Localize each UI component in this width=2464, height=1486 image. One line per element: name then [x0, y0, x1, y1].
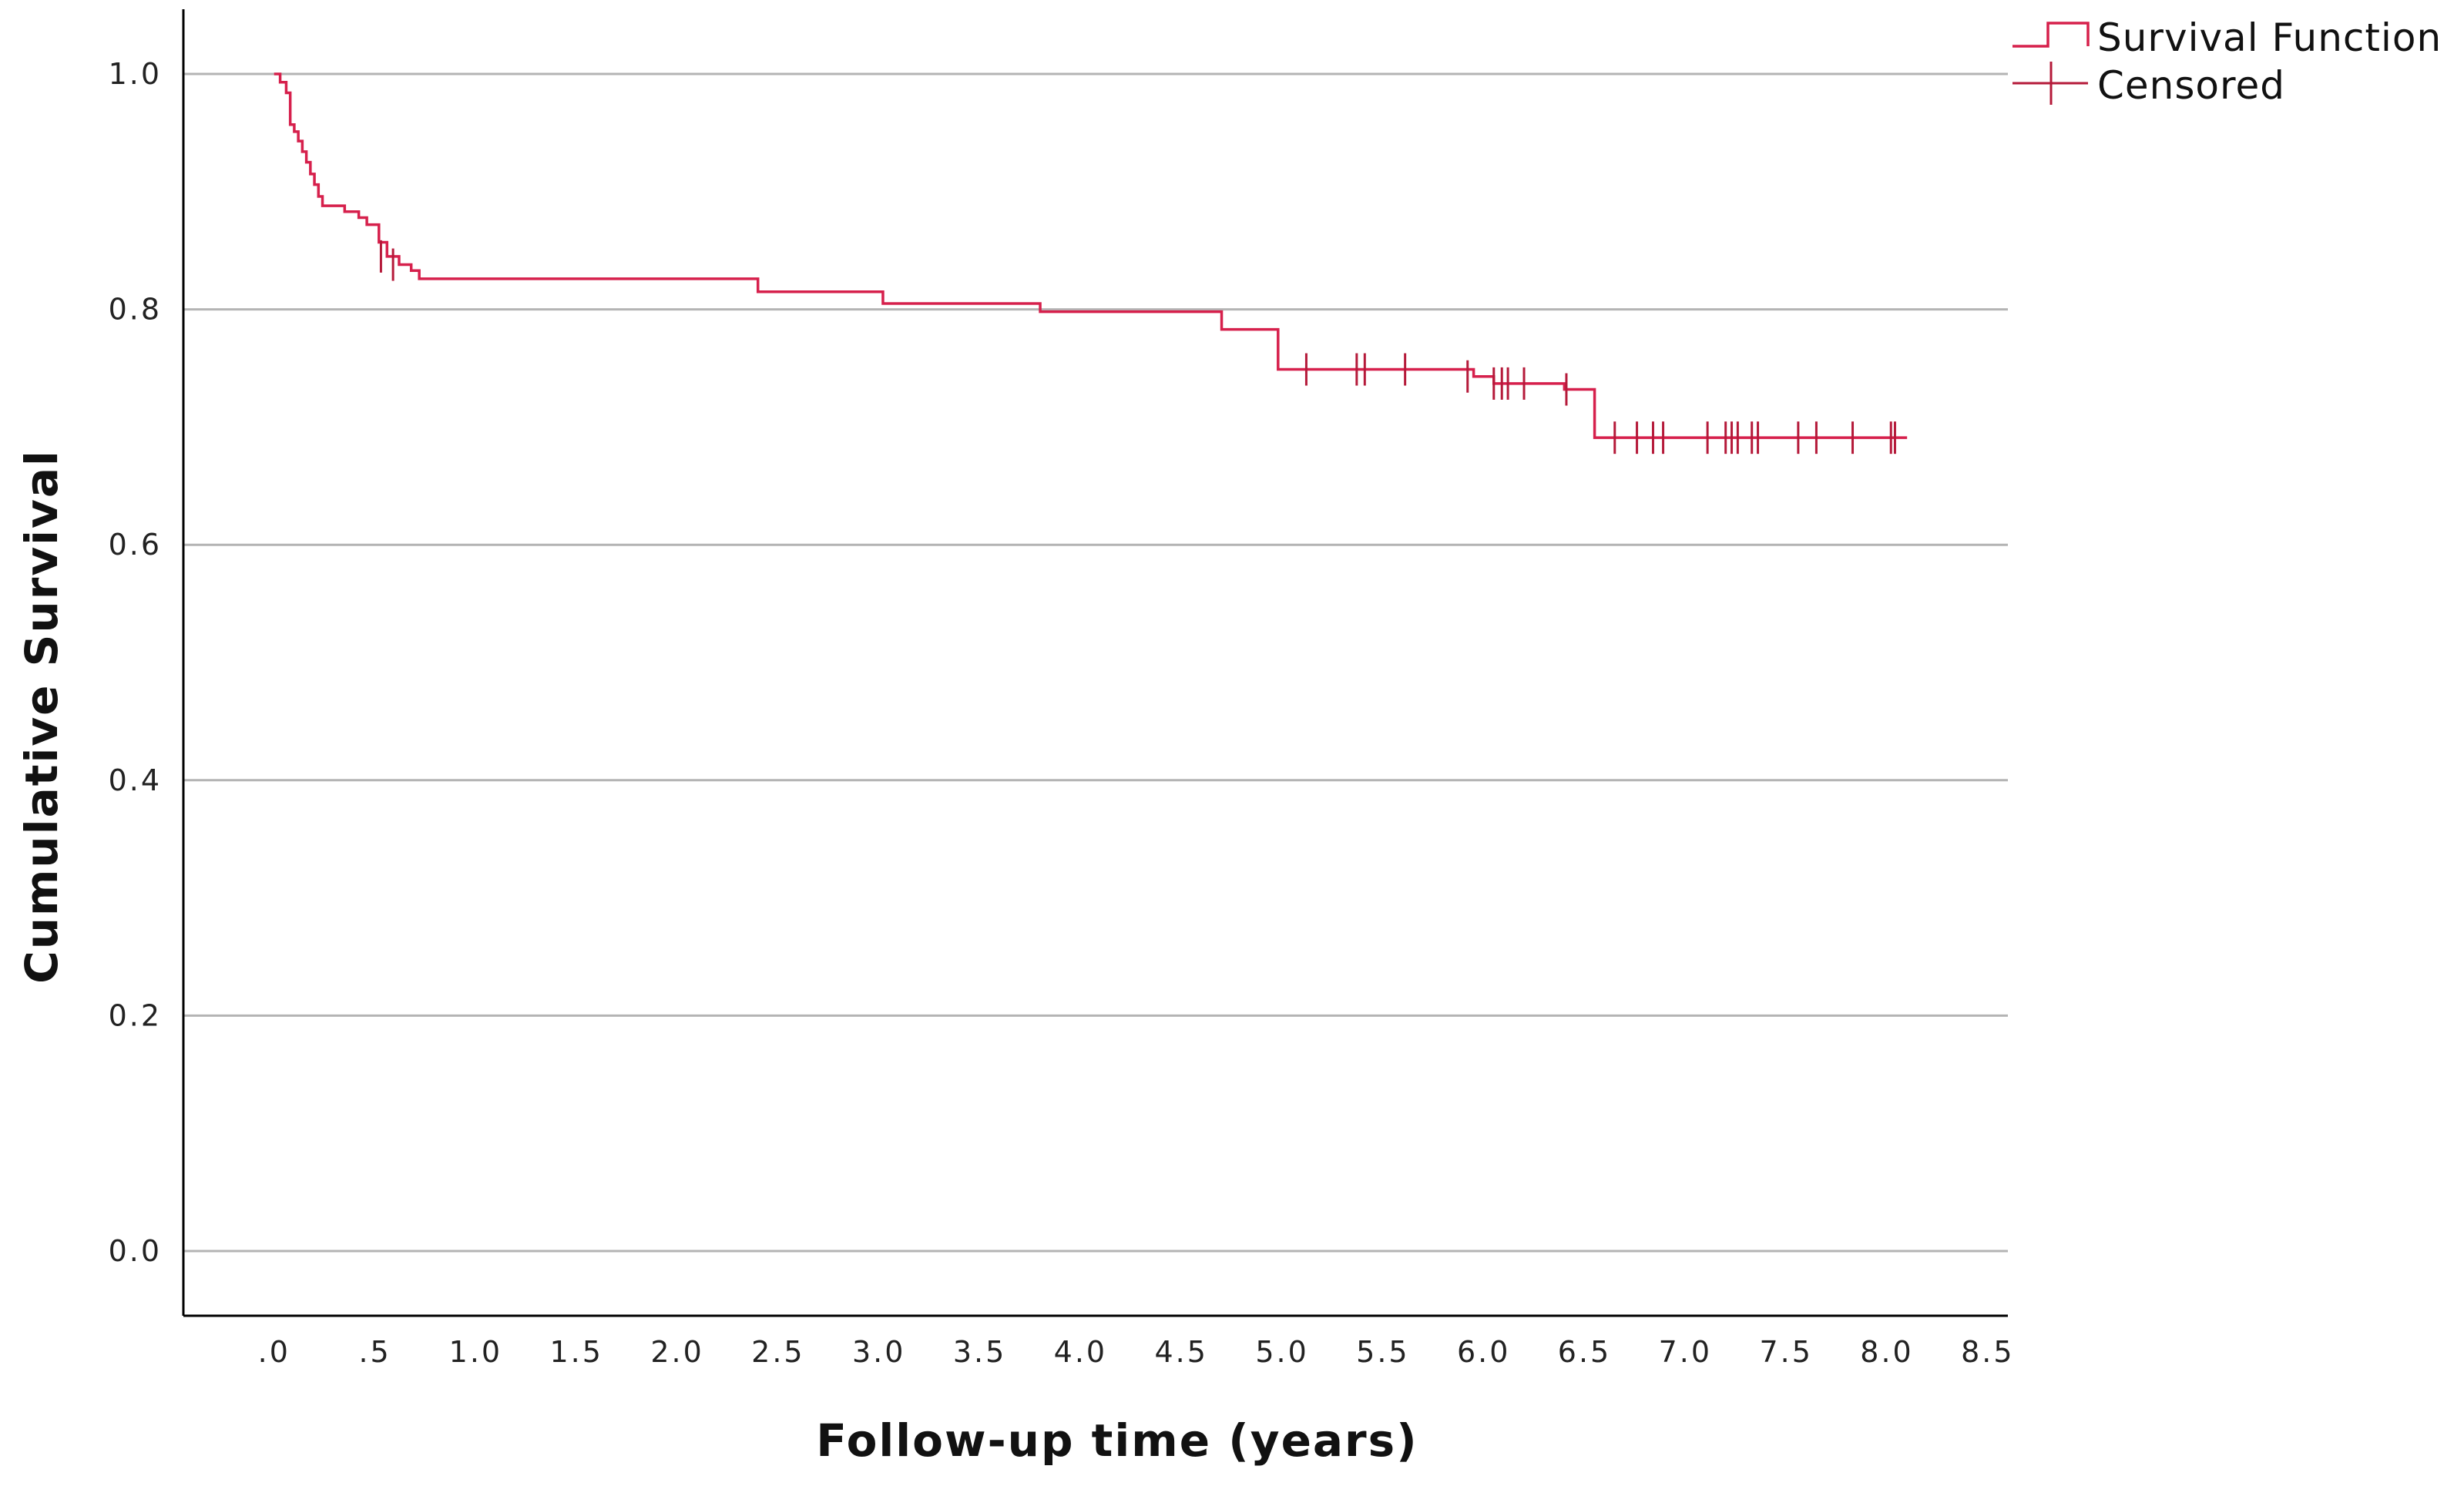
legend-survival-function-symbol — [2012, 22, 2090, 48]
x-axis-title: Follow-up time (years) — [816, 1414, 1418, 1467]
x-tick-label: 8.0 — [1860, 1335, 1913, 1369]
y-tick-label: 1.0 — [109, 57, 162, 91]
x-tick-label: 5.5 — [1356, 1335, 1409, 1369]
x-tick-labels: .0 .5 1.0 1.5 2.0 2.5 3.0 3.5 4.0 4.5 5.0 5.5 6.0 6.5… — [258, 1335, 2014, 1369]
x-tick-label: 3.0 — [852, 1335, 905, 1369]
legend: Survival Function Censored — [2012, 15, 2442, 108]
censored-marks — [379, 240, 1896, 455]
y-tick-label: 0.8 — [109, 293, 162, 327]
gridlines — [183, 72, 2008, 1253]
x-tick-label: 4.0 — [1054, 1335, 1107, 1369]
x-tick-label: 1.0 — [449, 1335, 502, 1369]
x-tick-label: 2.0 — [650, 1335, 703, 1369]
x-tick-label: 1.5 — [550, 1335, 603, 1369]
x-tick-label: 6.0 — [1457, 1335, 1510, 1369]
x-tick-label: 4.5 — [1154, 1335, 1207, 1369]
x-tick-label: 2.5 — [751, 1335, 804, 1369]
x-tick-label: 8.5 — [1961, 1335, 2014, 1369]
x-tick-label: .0 — [258, 1335, 290, 1369]
survival-function-line — [274, 72, 1908, 439]
legend-censored-label: Censored — [2097, 63, 2285, 108]
x-tick-label: .5 — [358, 1335, 391, 1369]
y-tick-label: 0.6 — [109, 528, 162, 562]
x-tick-label: 5.0 — [1255, 1335, 1308, 1369]
legend-survival-function-label: Survival Function — [2097, 15, 2442, 60]
y-tick-labels: 0.0 0.2 0.4 0.6 0.8 1.0 — [109, 57, 162, 1268]
x-tick-label: 6.5 — [1558, 1335, 1611, 1369]
x-tick-label: 7.0 — [1659, 1335, 1712, 1369]
y-tick-label: 0.0 — [109, 1234, 162, 1268]
x-tick-label: 7.5 — [1759, 1335, 1812, 1369]
y-tick-label: 0.4 — [109, 763, 162, 797]
y-tick-label: 0.2 — [109, 998, 162, 1032]
y-axis-title: Cumulative Survival — [15, 449, 68, 984]
legend-censored-symbol — [2012, 62, 2088, 105]
x-tick-label: 3.5 — [953, 1335, 1006, 1369]
